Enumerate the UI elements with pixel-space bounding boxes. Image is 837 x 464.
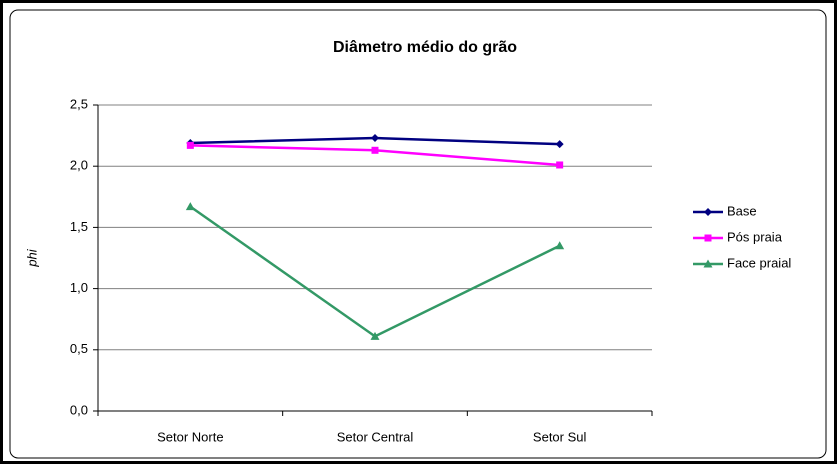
- chart-area: [9, 9, 827, 459]
- y-tick-label: 0,0: [70, 402, 88, 417]
- chart-title: Diâmetro médio do grão: [333, 39, 517, 56]
- marker: [185, 202, 195, 211]
- marker: [371, 146, 379, 154]
- marker: [555, 241, 565, 250]
- marker: [704, 234, 712, 242]
- legend-label: Pós praia: [727, 229, 783, 244]
- marker: [371, 134, 379, 143]
- legend-label: Face praial: [727, 255, 791, 270]
- marker: [186, 141, 194, 149]
- marker: [703, 259, 713, 268]
- marker: [370, 331, 380, 340]
- y-tick-label: 2,5: [70, 96, 88, 111]
- x-tick-label: Setor Central: [337, 429, 414, 444]
- y-tick-label: 0,5: [70, 341, 88, 356]
- legend-label: Base: [727, 203, 757, 218]
- x-tick-label: Setor Norte: [157, 429, 223, 444]
- y-tick-label: 1,5: [70, 219, 88, 234]
- y-tick-label: 2,0: [70, 158, 88, 173]
- marker: [556, 161, 564, 169]
- y-axis-label: phi: [24, 248, 39, 267]
- marker: [555, 140, 564, 149]
- y-tick-label: 1,0: [70, 280, 88, 295]
- x-tick-label: Setor Sul: [533, 429, 587, 444]
- marker: [704, 208, 712, 216]
